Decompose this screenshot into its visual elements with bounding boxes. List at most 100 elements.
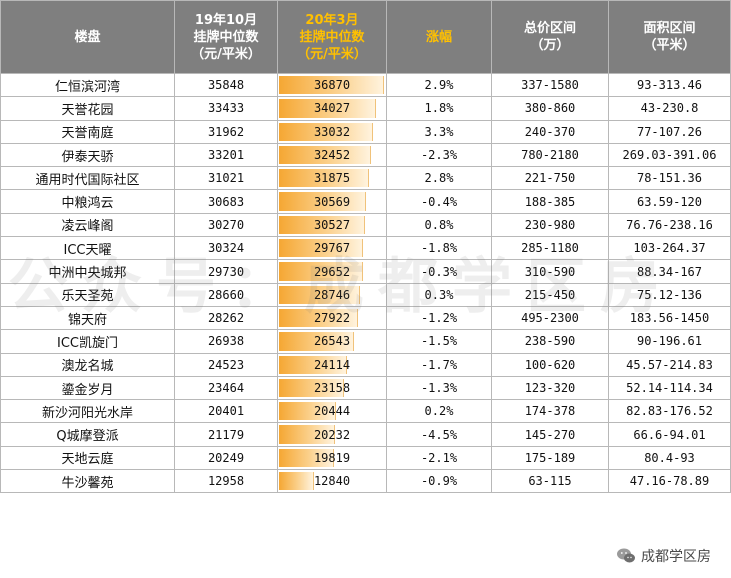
- table-row: 天誉南庭 31962 33032 3.3% 240-370 77-107.26: [0, 119, 731, 144]
- price-range-cell: 285-1180: [491, 236, 609, 261]
- header-row: 楼盘 19年10月 挂牌中位数 （元/平米） 20年3月 挂牌中位数 （元/平米） 涨幅…: [0, 0, 731, 74]
- data-bar: [279, 192, 366, 211]
- oct-median-cell: 30270: [174, 212, 278, 238]
- mar-median-cell: 32452: [277, 142, 387, 168]
- table-row: 天誉花园 33433 34027 1.8% 380-860 43-230.8: [0, 96, 731, 121]
- data-bar: [279, 215, 366, 235]
- estate-name-cell: ICC凯旋门: [0, 329, 175, 354]
- table-row: 中粮鸿云 30683 30569 -0.4% 188-385 63.59-120: [0, 189, 731, 214]
- estate-name-cell: 锦天府: [0, 305, 175, 331]
- area-range-cell: 88.34-167: [608, 259, 731, 284]
- mar-median-cell: 31875: [277, 166, 387, 191]
- table-row: 锦天府 28262 27922 -1.2% 495-2300 183.56-1450: [0, 305, 731, 331]
- oct-median-cell: 23464: [174, 375, 278, 401]
- mar-median-value: 29767: [313, 241, 351, 256]
- table-row: 凌云峰阁 30270 30527 0.8% 230-980 76.76-238.16: [0, 212, 731, 238]
- oct-median-cell: 21179: [174, 422, 278, 447]
- mar-median-cell: 20232: [277, 422, 387, 447]
- data-bar: [279, 239, 364, 258]
- change-cell: 0.2%: [386, 399, 492, 424]
- table-row: ICC天曜 30324 29767 -1.8% 285-1180 103-264.37: [0, 236, 731, 261]
- price-range-cell: 174-378: [491, 399, 609, 424]
- estate-name-cell: 天地云庭: [0, 445, 175, 471]
- mar-median-value: 26543: [313, 334, 351, 349]
- price-range-cell: 123-320: [491, 375, 609, 401]
- area-range-cell: 47.16-78.89: [608, 469, 731, 494]
- oct-median-cell: 28262: [174, 305, 278, 331]
- estate-name-cell: 鎏金岁月: [0, 375, 175, 401]
- area-range-cell: 43-230.8: [608, 96, 731, 121]
- data-bar: [279, 355, 347, 374]
- change-cell: -0.9%: [386, 469, 492, 494]
- oct-median-cell: 35848: [174, 72, 278, 98]
- change-cell: -0.3%: [386, 259, 492, 284]
- change-cell: -1.3%: [386, 375, 492, 401]
- data-bar: [279, 145, 372, 165]
- estate-name-cell: Q城摩登派: [0, 422, 175, 447]
- estate-name-cell: 凌云峰阁: [0, 212, 175, 238]
- price-range-cell: 145-270: [491, 422, 609, 447]
- oct-median-cell: 30683: [174, 189, 278, 214]
- estate-name-cell: 仁恒滨河湾: [0, 72, 175, 98]
- header-change: 涨幅: [386, 0, 492, 74]
- table-row: 乐天圣苑 28660 28746 0.3% 215-450 75.12-136: [0, 282, 731, 307]
- change-cell: 0.8%: [386, 212, 492, 238]
- oct-median-cell: 20401: [174, 399, 278, 424]
- mar-median-cell: 30527: [277, 212, 387, 238]
- mar-median-value: 31875: [313, 171, 351, 186]
- price-range-cell: 310-590: [491, 259, 609, 284]
- oct-median-cell: 28660: [174, 282, 278, 307]
- table-row: 鎏金岁月 23464 23158 -1.3% 123-320 52.14-114.34: [0, 375, 731, 401]
- price-range-cell: 215-450: [491, 282, 609, 307]
- mar-median-value: 24114: [313, 357, 351, 372]
- data-bar: [279, 402, 336, 421]
- mar-median-cell: 36870: [277, 72, 387, 98]
- table-row: Q城摩登派 21179 20232 -4.5% 145-270 66.6-94.01: [0, 422, 731, 447]
- area-range-cell: 63.59-120: [608, 189, 731, 214]
- mar-median-cell: 28746: [277, 282, 387, 307]
- area-range-cell: 183.56-1450: [608, 305, 731, 331]
- estate-name-cell: 天誉南庭: [0, 119, 175, 144]
- oct-median-cell: 24523: [174, 352, 278, 377]
- price-range-cell: 100-620: [491, 352, 609, 377]
- mar-median-cell: 34027: [277, 96, 387, 121]
- mar-median-cell: 23158: [277, 375, 387, 401]
- data-bar: [279, 262, 363, 281]
- header-total-price: 总价区间 （万）: [491, 0, 609, 74]
- price-range-cell: 221-750: [491, 166, 609, 191]
- mar-median-cell: 33032: [277, 119, 387, 144]
- oct-median-cell: 31021: [174, 166, 278, 191]
- oct-median-cell: 31962: [174, 119, 278, 144]
- oct-median-cell: 33433: [174, 96, 278, 121]
- mar-median-cell: 30569: [277, 189, 387, 214]
- price-range-cell: 240-370: [491, 119, 609, 144]
- mar-median-value: 30569: [313, 194, 351, 209]
- mar-median-value: 20232: [313, 427, 351, 442]
- area-range-cell: 82.83-176.52: [608, 399, 731, 424]
- area-range-cell: 90-196.61: [608, 329, 731, 354]
- area-range-cell: 93-313.46: [608, 72, 731, 98]
- price-range-cell: 63-115: [491, 469, 609, 494]
- price-range-cell: 337-1580: [491, 72, 609, 98]
- price-range-cell: 495-2300: [491, 305, 609, 331]
- area-range-cell: 77-107.26: [608, 119, 731, 144]
- data-bar: [279, 425, 336, 444]
- estate-name-cell: 澳龙名城: [0, 352, 175, 377]
- mar-median-value: 19819: [313, 450, 351, 465]
- mar-median-cell: 29652: [277, 259, 387, 284]
- data-bar: [279, 308, 358, 328]
- area-range-cell: 75.12-136: [608, 282, 731, 307]
- oct-median-cell: 26938: [174, 329, 278, 354]
- data-bar: [279, 332, 354, 351]
- price-range-cell: 230-980: [491, 212, 609, 238]
- table-row: 新沙河阳光水岸 20401 20444 0.2% 174-378 82.83-176.52: [0, 399, 731, 424]
- change-cell: -4.5%: [386, 422, 492, 447]
- table-row: 通用时代国际社区 31021 31875 2.8% 221-750 78-151.36: [0, 166, 731, 191]
- change-cell: -1.2%: [386, 305, 492, 331]
- mar-median-cell: 12840: [277, 469, 387, 494]
- price-range-cell: 780-2180: [491, 142, 609, 168]
- header-mar-median: 20年3月 挂牌中位数 （元/平米）: [277, 0, 387, 74]
- mar-median-cell: 24114: [277, 352, 387, 377]
- data-bar: [279, 76, 384, 95]
- area-range-cell: 76.76-238.16: [608, 212, 731, 238]
